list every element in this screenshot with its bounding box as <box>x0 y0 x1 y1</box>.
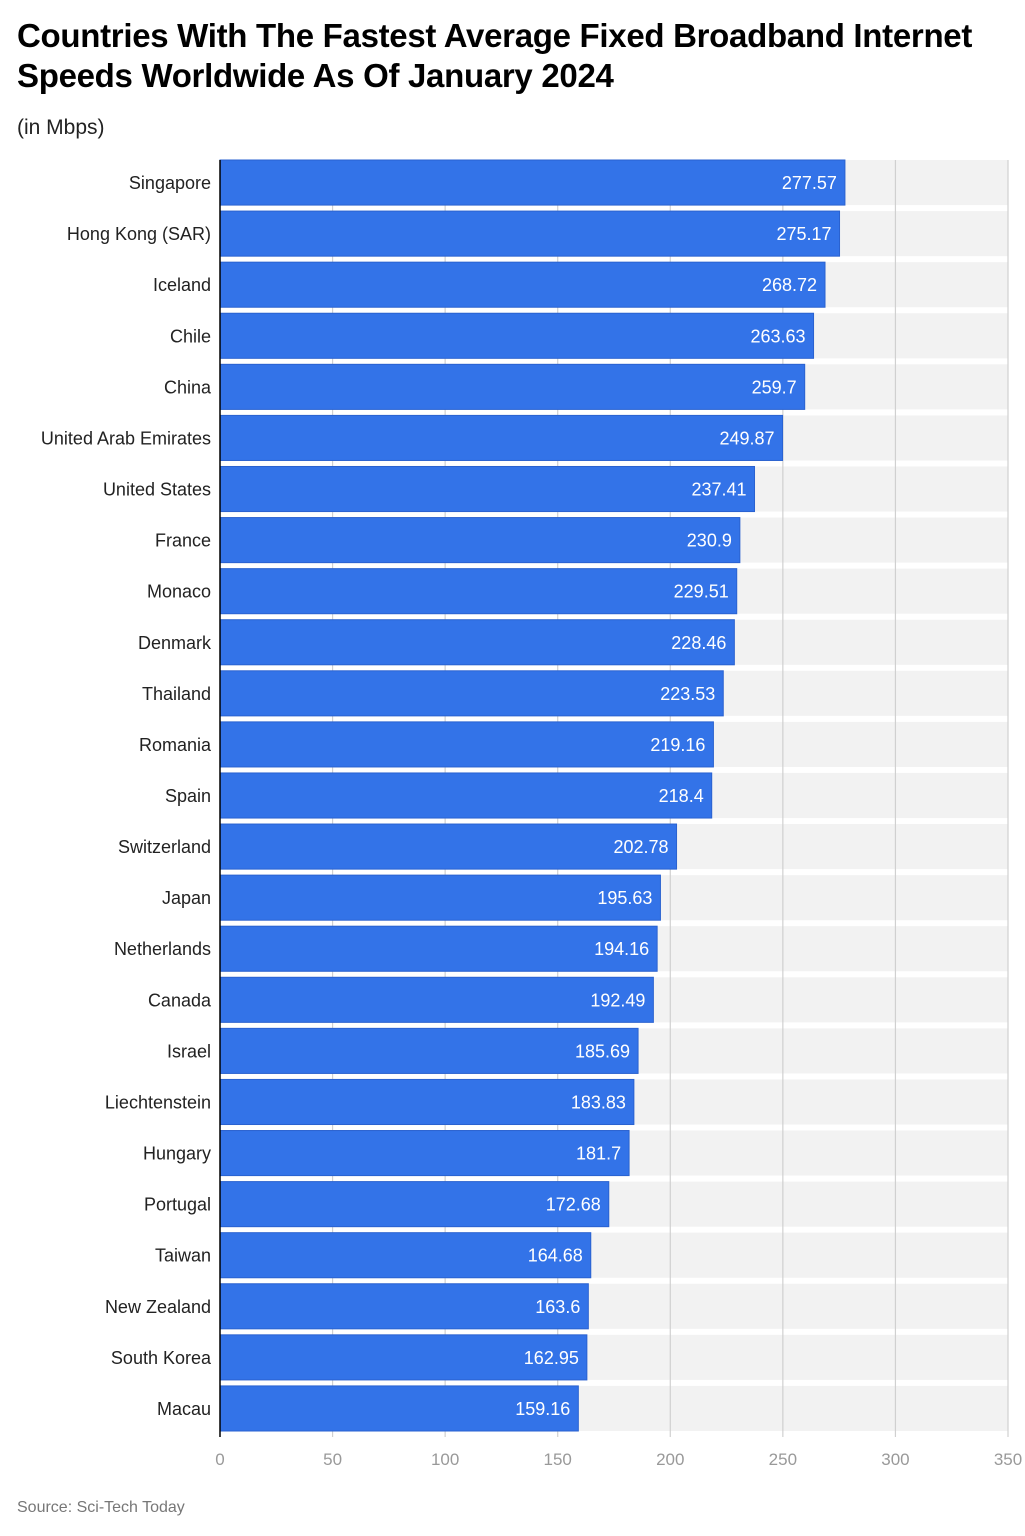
category-label: Chile <box>170 326 211 346</box>
category-label: Portugal <box>144 1195 211 1215</box>
category-label: Taiwan <box>155 1246 211 1266</box>
category-label: France <box>155 531 211 551</box>
data-label: 183.83 <box>571 1092 626 1112</box>
bar-romania <box>219 721 714 768</box>
x-tick-label: 150 <box>544 1450 572 1469</box>
bar-denmark <box>219 619 735 666</box>
data-label: 259.7 <box>752 377 797 397</box>
bar-hong-kong-sar- <box>219 210 841 257</box>
category-label: Singapore <box>129 173 211 193</box>
category-label: New Zealand <box>105 1297 211 1317</box>
bar-israel <box>219 1027 639 1074</box>
data-label: 219.16 <box>650 735 705 755</box>
data-label: 185.69 <box>575 1041 630 1061</box>
category-label: Denmark <box>138 633 212 653</box>
bar-canada <box>219 976 654 1023</box>
category-label: Netherlands <box>114 939 211 959</box>
bar-switzerland <box>219 823 678 870</box>
data-label: 277.57 <box>782 173 837 193</box>
bar-south-korea <box>219 1334 588 1381</box>
category-label: Switzerland <box>118 837 211 857</box>
category-label: United Arab Emirates <box>41 428 211 448</box>
bar-new-zealand <box>219 1283 589 1330</box>
data-label: 192.49 <box>590 990 645 1010</box>
x-tick-label: 100 <box>431 1450 459 1469</box>
data-label: 229.51 <box>674 582 729 602</box>
data-label: 230.9 <box>687 531 732 551</box>
x-tick-label: 200 <box>656 1450 684 1469</box>
bar-united-states <box>219 465 756 513</box>
category-label: Canada <box>148 990 212 1010</box>
bar-china <box>219 363 806 410</box>
bar-chile <box>219 312 815 359</box>
x-tick-label: 250 <box>769 1450 797 1469</box>
category-label: Japan <box>162 888 211 908</box>
bar-monaco <box>219 568 738 615</box>
data-label: 163.6 <box>535 1297 580 1317</box>
data-label: 172.68 <box>546 1195 601 1215</box>
x-tick-label: 50 <box>323 1450 342 1469</box>
data-label: 181.7 <box>576 1144 621 1164</box>
category-label: South Korea <box>111 1348 212 1368</box>
source-note: Source: Sci-Tech Today <box>17 1499 185 1516</box>
chart-subtitle: (in Mbps) <box>17 116 105 139</box>
x-tick-label: 300 <box>881 1450 909 1469</box>
bar-singapore <box>219 159 846 206</box>
bar-liechtenstein <box>219 1078 635 1126</box>
data-label: 249.87 <box>720 428 775 448</box>
bar-united-arab-emirates <box>219 414 784 461</box>
bar-netherlands <box>219 925 658 972</box>
data-label: 268.72 <box>762 275 817 295</box>
bar-hungary <box>219 1130 630 1177</box>
data-label: 263.63 <box>750 326 805 346</box>
data-label: 164.68 <box>528 1246 583 1266</box>
x-tick-label: 0 <box>215 1450 224 1469</box>
category-label: Hong Kong (SAR) <box>67 224 211 244</box>
data-label: 237.41 <box>691 480 746 500</box>
data-label: 162.95 <box>524 1348 579 1368</box>
category-label: Iceland <box>153 275 211 295</box>
bar-iceland <box>219 261 826 308</box>
category-label: Monaco <box>147 582 211 602</box>
x-tick-label: 350 <box>994 1450 1022 1469</box>
category-label: Liechtenstein <box>105 1092 211 1112</box>
data-label: 202.78 <box>613 837 668 857</box>
data-label: 159.16 <box>515 1399 570 1419</box>
data-label: 218.4 <box>659 786 704 806</box>
category-label: Hungary <box>143 1144 211 1164</box>
bar-france <box>219 517 741 564</box>
data-label: 228.46 <box>671 633 726 653</box>
category-label: Romania <box>139 735 212 755</box>
category-label: Macau <box>157 1399 211 1419</box>
category-label: Thailand <box>142 684 211 704</box>
data-label: 275.17 <box>776 224 831 244</box>
bar-japan <box>219 874 661 921</box>
bar-portugal <box>219 1181 610 1228</box>
data-label: 223.53 <box>660 684 715 704</box>
bar-taiwan <box>219 1232 592 1279</box>
bar-spain <box>219 772 713 819</box>
data-label: 194.16 <box>594 939 649 959</box>
category-label: Spain <box>165 786 211 806</box>
data-label: 195.63 <box>597 888 652 908</box>
category-label: China <box>164 377 212 397</box>
bar-macau <box>219 1385 579 1432</box>
category-label: Israel <box>167 1041 211 1061</box>
category-label: United States <box>103 480 211 500</box>
bar-thailand <box>219 670 724 717</box>
chart-title: Countries With The Fastest Average Fixed… <box>17 17 973 94</box>
